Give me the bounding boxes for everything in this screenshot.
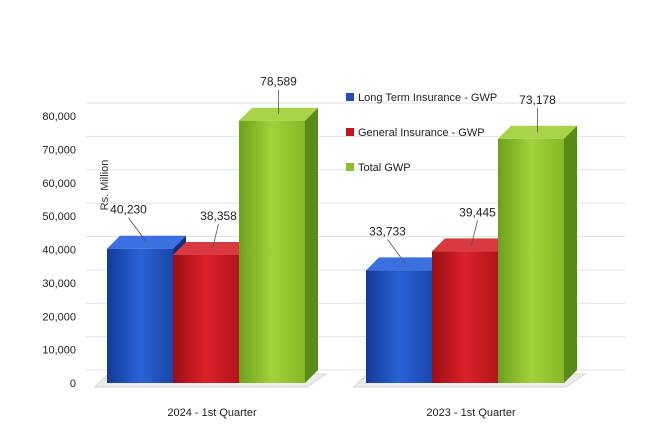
- y-tick-label: 80,000: [42, 111, 76, 123]
- y-axis-ticks: 0 10,000 20,000 30,000 40,000 50,000 60,000 70,…: [42, 111, 76, 390]
- category-label: 2024 - 1st Quarter: [167, 407, 257, 419]
- legend: Long Term Insurance - GWP General Insuran…: [346, 92, 497, 174]
- y-axis-label: Rs. Million: [99, 160, 111, 211]
- bar-2-1: [498, 125, 577, 383]
- bar-side: [305, 107, 318, 383]
- bar-front: [498, 138, 564, 383]
- data-label: 38,358: [200, 209, 237, 223]
- y-tick-label: 40,000: [42, 245, 76, 257]
- bar-front: [366, 270, 432, 383]
- data-label: 78,589: [260, 75, 297, 89]
- bars: [107, 107, 577, 383]
- x-axis-categories: 2024 - 1st Quarter 2023 - 1st Quarter: [167, 407, 516, 419]
- data-label: 40,230: [110, 203, 147, 217]
- legend-entry: Total GWP: [358, 162, 411, 174]
- data-label: 33,733: [369, 224, 406, 238]
- label-leader: [471, 220, 478, 245]
- category-label: 2023 - 1st Quarter: [426, 407, 516, 419]
- bar-2-0: [239, 107, 318, 383]
- label-leader: [212, 223, 219, 249]
- data-labels: 40,230 38,358 78,589 33,733 39,445 73,178: [110, 75, 556, 265]
- y-tick-label: 0: [70, 378, 76, 390]
- data-label: 39,445: [459, 205, 496, 219]
- legend-swatch: [346, 163, 354, 171]
- y-tick-label: 60,000: [42, 178, 76, 190]
- label-leader: [128, 217, 147, 243]
- legend-entry: General Insurance - GWP: [358, 127, 485, 139]
- bar-side: [564, 125, 577, 383]
- data-label: 73,178: [519, 93, 556, 107]
- bar-front: [239, 120, 305, 383]
- legend-swatch: [346, 128, 354, 136]
- bar-front: [173, 254, 239, 383]
- bar-front: [432, 251, 498, 383]
- y-tick-label: 10,000: [42, 345, 76, 357]
- y-tick-label: 70,000: [42, 144, 76, 156]
- y-tick-label: 20,000: [42, 311, 76, 323]
- y-tick-label: 50,000: [42, 211, 76, 223]
- bar-front: [107, 248, 173, 383]
- y-tick-label: 30,000: [42, 278, 76, 290]
- legend-swatch: [346, 93, 354, 101]
- legend-entry: Long Term Insurance - GWP: [358, 92, 497, 104]
- label-leader: [387, 239, 406, 265]
